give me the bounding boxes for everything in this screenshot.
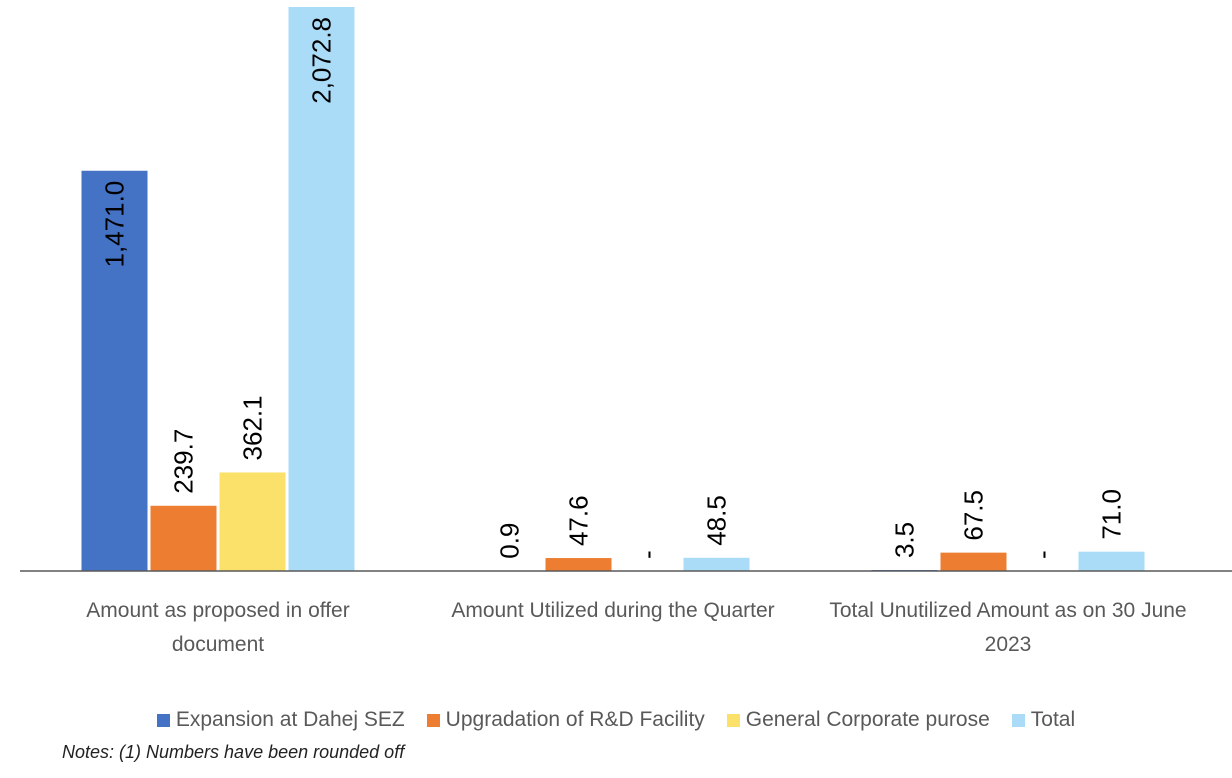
value-label: 362.1 bbox=[238, 395, 268, 460]
bar bbox=[683, 557, 750, 571]
legend-item: Upgradation of R&D Facility bbox=[426, 708, 705, 732]
value-label: 2,072.8 bbox=[307, 17, 337, 104]
bar bbox=[545, 558, 612, 571]
bar bbox=[81, 170, 148, 572]
value-label: 47.6 bbox=[564, 495, 594, 546]
legend-label: Total bbox=[1030, 708, 1076, 731]
value-label: 3.5 bbox=[890, 522, 920, 558]
category-label: Amount as proposed in offer document bbox=[86, 599, 350, 656]
chart: 1,471.0 239.7 362.1 2,072.8 0.9 47.6 - 48.5 3.5 6… bbox=[20, 7, 1232, 572]
legend-label: Expansion at Dahej SEZ bbox=[175, 708, 405, 731]
legend-label: Upgradation of R&D Facility bbox=[445, 708, 705, 731]
legend-item: General Corporate purose bbox=[726, 708, 990, 732]
legend-swatch bbox=[1011, 713, 1025, 727]
bar bbox=[288, 7, 355, 571]
legend-label: General Corporate purose bbox=[745, 708, 990, 731]
value-label: 239.7 bbox=[169, 429, 199, 494]
note: Notes: (1) Numbers have been rounded off bbox=[62, 742, 405, 762]
bar bbox=[940, 552, 1007, 571]
value-label: 0.9 bbox=[495, 523, 525, 559]
legend-swatch bbox=[426, 713, 440, 727]
category-label: Amount Utilized during the Quarter bbox=[451, 599, 775, 622]
legend-item: Total bbox=[1011, 708, 1076, 732]
value-label: 48.5 bbox=[702, 495, 732, 546]
value-label: 1,471.0 bbox=[100, 181, 130, 268]
bar bbox=[219, 472, 286, 571]
value-label: - bbox=[633, 550, 663, 559]
value-label: - bbox=[1028, 550, 1058, 559]
legend-swatch bbox=[726, 713, 740, 727]
value-label: 67.5 bbox=[959, 490, 989, 541]
bar bbox=[150, 505, 217, 571]
legend-swatch bbox=[156, 713, 170, 727]
category-label: Total Unutilized Amount as on 30 June 20… bbox=[829, 599, 1187, 656]
value-label: 71.0 bbox=[1097, 489, 1127, 540]
legend: Expansion at Dahej SEZ Upgradation of R&D… bbox=[0, 708, 1232, 732]
legend-item: Expansion at Dahej SEZ bbox=[156, 708, 405, 732]
bar bbox=[1078, 551, 1145, 571]
